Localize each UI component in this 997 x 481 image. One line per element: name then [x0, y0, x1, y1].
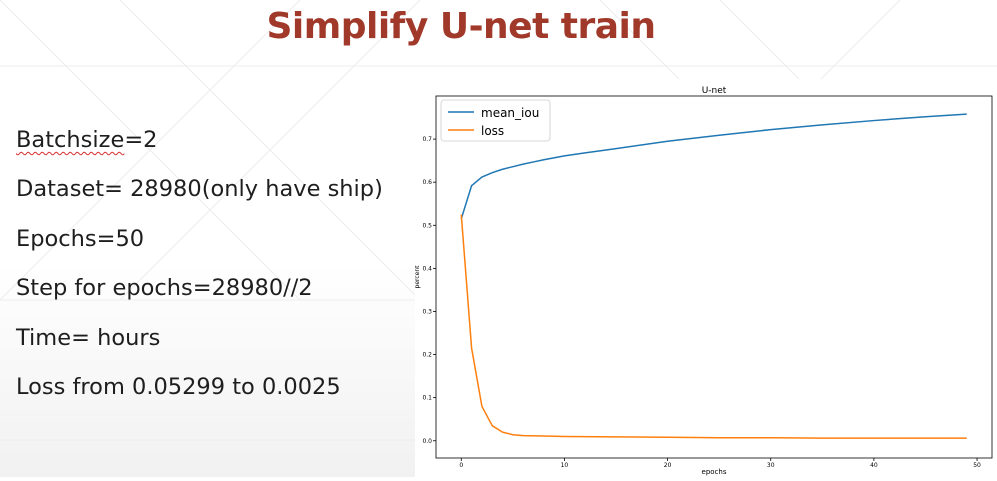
bullet-batchsize: Batchsize=2: [16, 127, 158, 153]
bullet-loss: Loss from 0.05299 to 0.0025: [16, 373, 341, 400]
series-line-mean-iou: [460, 113, 967, 220]
x-axis-ticks: 0 10 20 30 40 50: [459, 458, 981, 469]
y-axis-label: percent: [415, 265, 421, 289]
x-tick-label: 40: [870, 462, 878, 469]
series-line-loss: [460, 214, 967, 439]
x-tick-label: 10: [561, 462, 569, 469]
slide-title: Simplify U-net train: [266, 6, 656, 47]
legend-label-loss: loss: [481, 124, 504, 138]
legend: mean_iou loss: [440, 99, 551, 142]
x-tick-label: 0: [459, 462, 463, 469]
y-axis-ticks: 0.0 0.1 0.2 0.3 0.4 0.5 0.6 0.7: [422, 136, 436, 445]
chart-title: U-net: [702, 86, 727, 96]
y-tick-label: 0.3: [422, 308, 432, 315]
y-tick-label: 0.2: [422, 352, 432, 359]
y-tick-label: 0.4: [422, 265, 432, 272]
x-axis-label: epochs: [702, 468, 727, 476]
bullet-steps: Step for epochs=28980//2: [16, 275, 313, 302]
bullet-time: Time= hours: [16, 324, 161, 351]
y-tick-label: 0.0: [422, 438, 432, 445]
x-tick-label: 30: [767, 462, 775, 469]
y-tick-label: 0.5: [422, 222, 432, 229]
chart-card: U-net 0.0 0.1 0.2 0.3 0.4 0.5 0.6 0.7 0 10 20 30 40…: [414, 79, 997, 477]
legend-label-mean-iou: mean_iou: [481, 106, 539, 120]
spellcheck-word: Batchsize: [16, 127, 125, 153]
bullet-epochs: Epochs=50: [16, 225, 145, 252]
bullet-list: Batchsize=2 Dataset= 28980(only have shi…: [16, 120, 383, 416]
line-chart: U-net 0.0 0.1 0.2 0.3 0.4 0.5 0.6 0.7 0 10 20 30 40…: [414, 86, 993, 476]
plot-frame: [435, 95, 993, 459]
y-tick-label: 0.6: [422, 179, 432, 186]
x-tick-label: 20: [664, 462, 672, 469]
series-lines: [460, 113, 967, 439]
y-tick-label: 0.1: [422, 395, 432, 402]
x-tick-label: 50: [973, 462, 981, 469]
y-tick-label: 0.7: [422, 136, 432, 143]
bullet-dataset: Dataset= 28980(only have ship): [16, 176, 383, 203]
